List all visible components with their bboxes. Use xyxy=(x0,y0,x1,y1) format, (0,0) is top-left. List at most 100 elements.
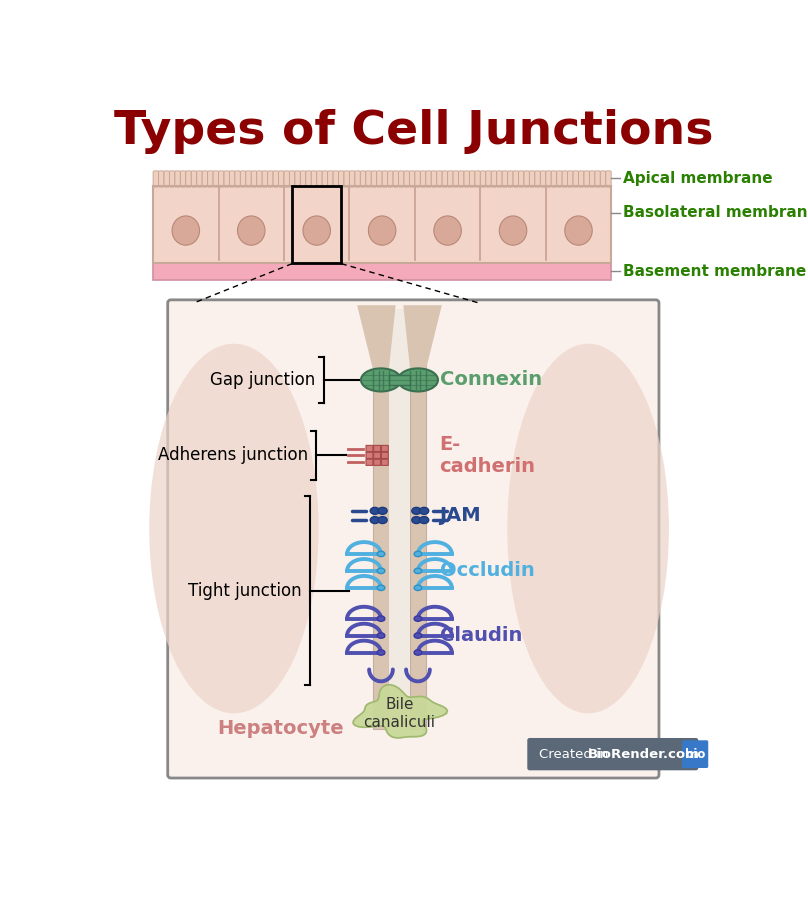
FancyBboxPatch shape xyxy=(600,171,606,187)
Text: Connexin: Connexin xyxy=(440,370,541,389)
Text: Adherens junction: Adherens junction xyxy=(158,446,308,464)
FancyBboxPatch shape xyxy=(180,171,186,187)
Ellipse shape xyxy=(377,633,385,638)
FancyBboxPatch shape xyxy=(393,171,398,187)
FancyBboxPatch shape xyxy=(289,171,295,187)
Text: Apical membrane: Apical membrane xyxy=(623,170,772,186)
FancyBboxPatch shape xyxy=(251,171,257,187)
FancyBboxPatch shape xyxy=(528,738,698,770)
FancyBboxPatch shape xyxy=(382,171,388,187)
FancyBboxPatch shape xyxy=(196,171,202,187)
FancyBboxPatch shape xyxy=(579,171,584,187)
Bar xyxy=(410,309,426,729)
FancyBboxPatch shape xyxy=(170,171,175,187)
Ellipse shape xyxy=(377,551,385,557)
Ellipse shape xyxy=(419,507,429,514)
Ellipse shape xyxy=(378,516,387,523)
FancyBboxPatch shape xyxy=(257,171,262,187)
FancyBboxPatch shape xyxy=(426,171,431,187)
FancyBboxPatch shape xyxy=(218,171,224,187)
Ellipse shape xyxy=(414,569,422,574)
Polygon shape xyxy=(403,305,442,370)
FancyBboxPatch shape xyxy=(567,171,573,187)
Ellipse shape xyxy=(368,216,396,245)
FancyBboxPatch shape xyxy=(529,171,535,187)
FancyBboxPatch shape xyxy=(562,171,567,187)
Text: Basolateral membrane: Basolateral membrane xyxy=(623,205,808,221)
FancyBboxPatch shape xyxy=(158,171,164,187)
FancyBboxPatch shape xyxy=(168,300,659,778)
FancyBboxPatch shape xyxy=(420,171,426,187)
Ellipse shape xyxy=(149,344,318,714)
Ellipse shape xyxy=(172,216,200,245)
FancyBboxPatch shape xyxy=(458,171,464,187)
Text: Gap junction: Gap junction xyxy=(210,371,316,389)
Text: E-
cadherin: E- cadherin xyxy=(440,435,536,476)
Ellipse shape xyxy=(378,507,387,514)
Ellipse shape xyxy=(414,585,422,590)
FancyBboxPatch shape xyxy=(595,171,600,187)
FancyBboxPatch shape xyxy=(373,445,381,451)
FancyBboxPatch shape xyxy=(557,171,562,187)
Bar xyxy=(389,375,410,386)
FancyBboxPatch shape xyxy=(584,171,589,187)
Ellipse shape xyxy=(414,551,422,557)
Bar xyxy=(373,309,389,729)
Text: Claudin: Claudin xyxy=(440,626,522,645)
FancyBboxPatch shape xyxy=(240,171,246,187)
FancyBboxPatch shape xyxy=(295,171,301,187)
Ellipse shape xyxy=(434,216,461,245)
Bar xyxy=(153,186,611,263)
FancyBboxPatch shape xyxy=(388,171,393,187)
FancyBboxPatch shape xyxy=(551,171,557,187)
FancyBboxPatch shape xyxy=(202,171,208,187)
Ellipse shape xyxy=(370,507,380,514)
FancyBboxPatch shape xyxy=(284,171,289,187)
FancyBboxPatch shape xyxy=(436,171,442,187)
FancyBboxPatch shape xyxy=(535,171,541,187)
Polygon shape xyxy=(353,685,448,738)
Ellipse shape xyxy=(412,516,421,523)
Ellipse shape xyxy=(414,616,422,622)
Ellipse shape xyxy=(499,216,527,245)
Text: Created in: Created in xyxy=(539,748,612,760)
FancyBboxPatch shape xyxy=(519,171,524,187)
FancyBboxPatch shape xyxy=(191,171,196,187)
Bar xyxy=(389,309,410,729)
Polygon shape xyxy=(357,305,396,370)
Ellipse shape xyxy=(361,369,401,391)
Text: bio: bio xyxy=(685,748,705,760)
Ellipse shape xyxy=(377,650,385,655)
FancyBboxPatch shape xyxy=(360,171,366,187)
FancyBboxPatch shape xyxy=(682,741,709,768)
FancyBboxPatch shape xyxy=(333,171,339,187)
Ellipse shape xyxy=(377,569,385,574)
Text: Hepatocyte: Hepatocyte xyxy=(217,719,343,738)
Bar xyxy=(292,186,341,263)
FancyBboxPatch shape xyxy=(541,171,545,187)
Ellipse shape xyxy=(398,369,438,391)
FancyBboxPatch shape xyxy=(224,171,229,187)
Ellipse shape xyxy=(565,216,592,245)
FancyBboxPatch shape xyxy=(366,445,373,451)
Ellipse shape xyxy=(419,516,429,523)
FancyBboxPatch shape xyxy=(377,171,382,187)
FancyBboxPatch shape xyxy=(545,171,551,187)
Text: BioRender.com: BioRender.com xyxy=(588,748,700,760)
FancyBboxPatch shape xyxy=(448,171,453,187)
Text: Occludin: Occludin xyxy=(440,561,534,580)
FancyBboxPatch shape xyxy=(398,171,404,187)
FancyBboxPatch shape xyxy=(327,171,333,187)
FancyBboxPatch shape xyxy=(366,460,373,466)
FancyBboxPatch shape xyxy=(339,171,344,187)
FancyBboxPatch shape xyxy=(355,171,360,187)
FancyBboxPatch shape xyxy=(381,452,389,459)
FancyBboxPatch shape xyxy=(213,171,218,187)
FancyBboxPatch shape xyxy=(507,171,513,187)
FancyBboxPatch shape xyxy=(513,171,519,187)
FancyBboxPatch shape xyxy=(453,171,458,187)
FancyBboxPatch shape xyxy=(311,171,317,187)
FancyBboxPatch shape xyxy=(502,171,507,187)
FancyBboxPatch shape xyxy=(469,171,475,187)
FancyBboxPatch shape xyxy=(186,171,191,187)
